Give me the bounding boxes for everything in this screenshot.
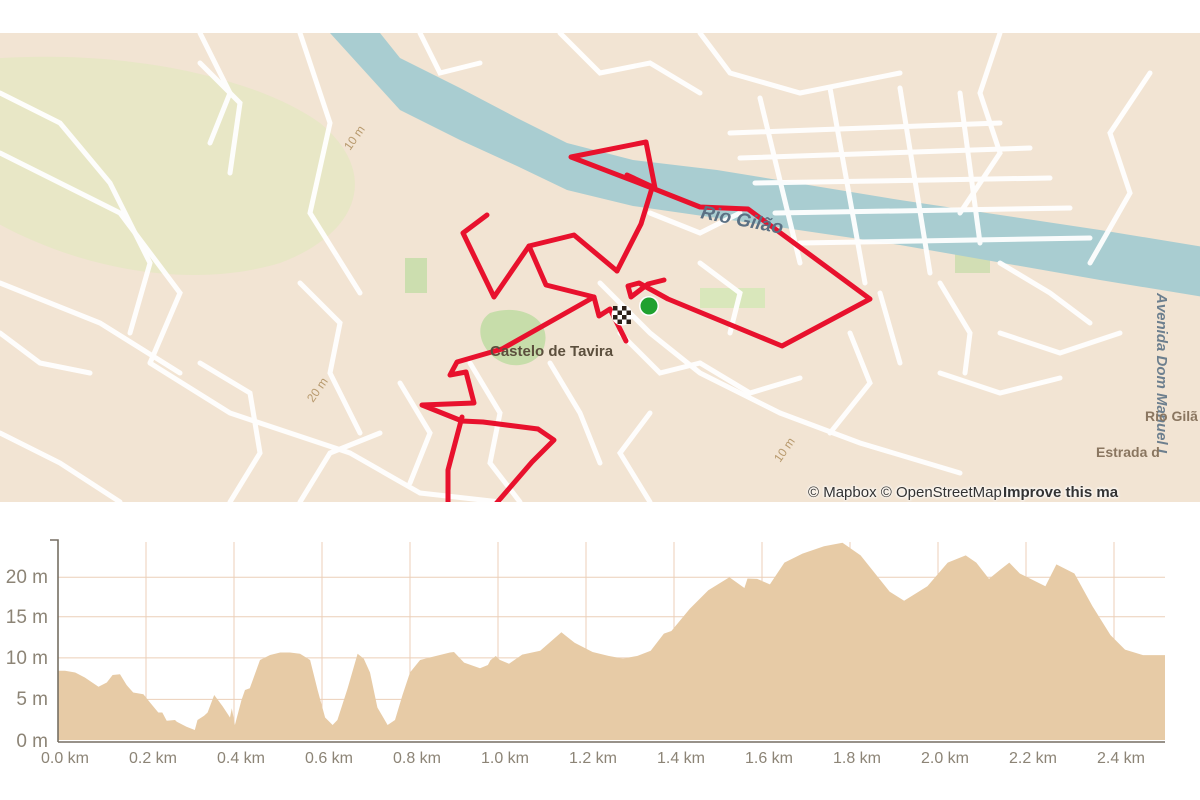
svg-text:Estrada d: Estrada d [1096, 444, 1160, 460]
svg-text:1.8 km: 1.8 km [833, 750, 881, 767]
svg-text:Rio Gilã: Rio Gilã [1145, 408, 1198, 424]
svg-text:2.4 km: 2.4 km [1097, 750, 1145, 767]
svg-text:0.8 km: 0.8 km [393, 750, 441, 767]
svg-text:© Mapbox © OpenStreetMap: © Mapbox © OpenStreetMap [808, 484, 1002, 501]
svg-text:2.2 km: 2.2 km [1009, 750, 1057, 767]
svg-text:Improve this ma: Improve this ma [1003, 484, 1119, 501]
svg-text:1.0 km: 1.0 km [481, 750, 529, 767]
svg-text:0.0 km: 0.0 km [41, 750, 89, 767]
svg-text:1.2 km: 1.2 km [569, 750, 617, 767]
svg-text:5 m: 5 m [16, 689, 48, 710]
svg-text:0.4 km: 0.4 km [217, 750, 265, 767]
svg-text:Castelo de Tavira: Castelo de Tavira [490, 343, 614, 360]
svg-text:0.6 km: 0.6 km [305, 750, 353, 767]
svg-text:1.6 km: 1.6 km [745, 750, 793, 767]
svg-text:2.0 km: 2.0 km [921, 750, 969, 767]
svg-text:1.4 km: 1.4 km [657, 750, 705, 767]
svg-text:10 m: 10 m [6, 648, 48, 669]
svg-text:15 m: 15 m [6, 607, 48, 628]
svg-text:Avenida Dom Manuel I: Avenida Dom Manuel I [1153, 292, 1170, 454]
svg-text:0.2 km: 0.2 km [129, 750, 177, 767]
svg-text:20 m: 20 m [6, 567, 48, 588]
svg-text:0 m: 0 m [16, 731, 48, 752]
